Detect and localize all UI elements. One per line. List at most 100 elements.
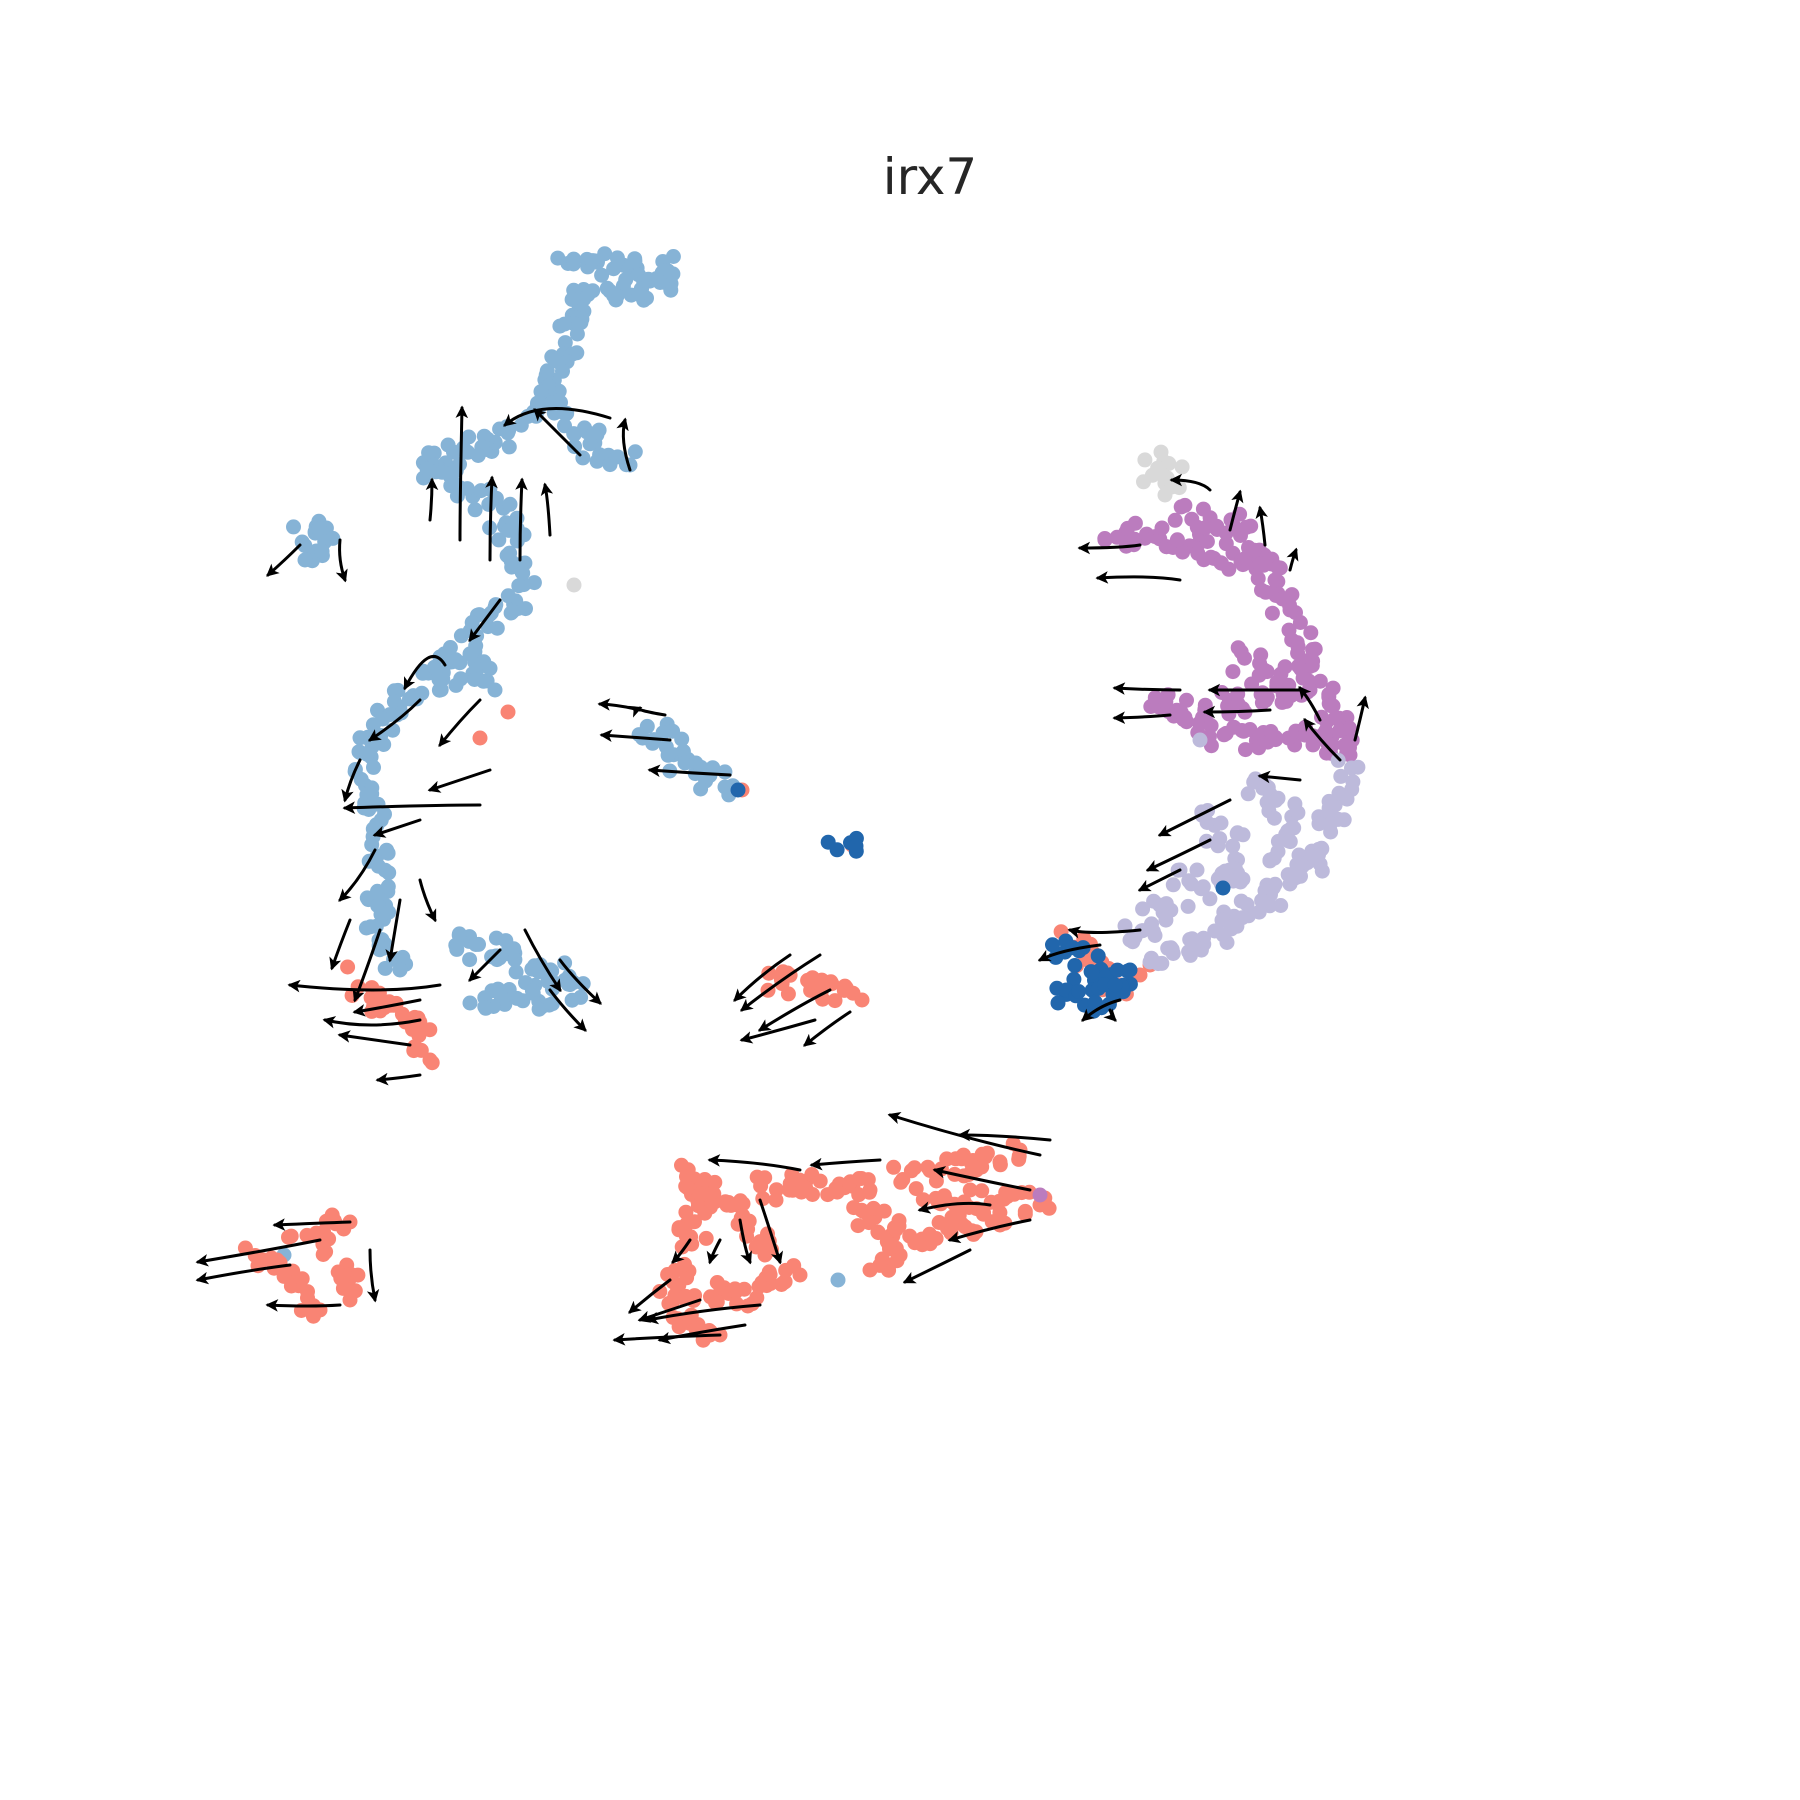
cell-point-567 — [757, 1247, 773, 1263]
cell-point-1182 — [1135, 901, 1151, 917]
velocity-arrow-59 — [195, 1238, 322, 1267]
cell-point-586 — [749, 1290, 765, 1306]
cell-point-1020 — [1337, 737, 1353, 753]
cell-point-596 — [774, 1277, 789, 1292]
cell-point-1255 — [566, 577, 582, 593]
cell-point-930 — [1327, 710, 1343, 726]
velocity-arrow-24 — [352, 998, 422, 1017]
cell-point-290 — [567, 439, 583, 455]
cell-point-750 — [269, 1252, 285, 1268]
cell-point-1249 — [1174, 459, 1190, 475]
cell-point-299 — [589, 453, 605, 469]
cell-point-1167 — [1189, 862, 1205, 878]
cell-point-1041 — [1345, 774, 1361, 790]
cell-point-711 — [1017, 1206, 1033, 1222]
velocity-arrow-82 — [1081, 998, 1122, 1022]
cell-point-694 — [937, 1191, 953, 1207]
cell-point-585 — [736, 1281, 752, 1297]
cell-point-811 — [472, 730, 488, 746]
cell-point-782 — [318, 1244, 334, 1260]
cell-point-867 — [1282, 602, 1298, 618]
cell-point-1254 — [1157, 487, 1173, 503]
velocity-arrow-0 — [503, 407, 612, 427]
cell-point-1003 — [1263, 724, 1279, 739]
cell-point-92 — [501, 439, 517, 455]
velocity-arrow-21 — [418, 878, 437, 923]
velocity-arrow-29 — [523, 928, 562, 993]
cell-point-58 — [564, 292, 580, 307]
velocity-arrow-19 — [385, 898, 402, 963]
cell-point-166 — [505, 604, 521, 619]
velocity-arrow-9 — [335, 538, 348, 583]
cell-point-1190 — [1192, 732, 1208, 748]
cell-point-994 — [1238, 742, 1253, 758]
velocity-arrow-18 — [338, 848, 377, 902]
cell-point-718 — [888, 1222, 904, 1238]
velocity-arrow-10 — [468, 598, 502, 643]
velocity-arrow-66 — [1286, 547, 1299, 572]
cell-point-296 — [582, 436, 598, 452]
cell-point-388 — [524, 983, 540, 999]
cell-point-1038 — [1350, 759, 1366, 775]
cell-point-944 — [1158, 694, 1174, 710]
cell-point-876 — [1197, 520, 1213, 536]
cell-point-664 — [920, 1159, 936, 1175]
velocity-arrow-49 — [758, 1198, 784, 1265]
cell-point-946 — [1179, 692, 1194, 708]
cell-point-917 — [1312, 673, 1328, 689]
cell-point-660 — [908, 1181, 924, 1197]
velocity-arrow-14 — [341, 758, 362, 803]
velocity-arrow-57 — [657, 1323, 747, 1345]
cell-point-628 — [829, 1184, 845, 1200]
cell-point-788 — [350, 1267, 366, 1283]
cell-point-33 — [663, 282, 679, 298]
velocity-arrow-34 — [599, 729, 672, 743]
cell-point-1101 — [1184, 931, 1200, 947]
cell-point-789 — [335, 1268, 351, 1284]
cell-point-841 — [1190, 545, 1206, 561]
velocity-arrow-64 — [1228, 489, 1244, 532]
cell-point-32 — [657, 263, 673, 279]
cell-point-870 — [1177, 497, 1193, 513]
cell-point-779 — [326, 1213, 342, 1228]
velocity-arrow-74 — [1353, 695, 1369, 742]
cell-point-638 — [876, 1203, 892, 1219]
cell-point-244 — [364, 837, 380, 853]
velocity-arrow-45 — [947, 1218, 1032, 1244]
cell-point-221 — [366, 759, 381, 775]
velocity-arrow-26 — [337, 1030, 412, 1047]
cell-point-1230 — [1107, 977, 1123, 993]
cell-point-504 — [678, 1204, 694, 1220]
velocity-arrow-62 — [265, 1299, 342, 1312]
cell-point-898 — [1270, 560, 1286, 575]
cell-point-34 — [652, 275, 668, 290]
cell-point-972 — [1258, 688, 1274, 704]
cell-point-634 — [850, 1218, 866, 1234]
cell-point-603 — [757, 1170, 773, 1186]
cell-point-545 — [707, 1174, 723, 1190]
velocity-arrow-7 — [425, 477, 439, 522]
cell-point-609 — [782, 1182, 797, 1198]
cell-point-775 — [321, 1231, 337, 1247]
cell-point-1039 — [1333, 768, 1349, 784]
cell-point-864 — [1264, 605, 1280, 621]
velocity-arrow-72 — [1202, 705, 1272, 719]
cell-point-1229 — [1097, 977, 1112, 993]
cell-point-339 — [487, 682, 503, 698]
cell-point-419 — [677, 755, 693, 771]
cell-point-868 — [1167, 512, 1183, 528]
cell-point-345 — [449, 941, 465, 957]
cell-point-361 — [508, 964, 524, 980]
cell-point-1149 — [1225, 838, 1241, 854]
cell-point-1036 — [1330, 752, 1346, 768]
cell-point-1171 — [1165, 877, 1181, 893]
cell-point-188 — [444, 654, 460, 670]
cell-point-402 — [462, 995, 478, 1011]
cell-point-177 — [464, 615, 480, 630]
cell-point-959 — [1214, 685, 1230, 700]
velocity-arrow-33 — [628, 705, 667, 718]
cell-point-1022 — [1225, 664, 1241, 680]
cell-point-1131 — [1282, 834, 1298, 850]
velocity-arrow-61 — [366, 1248, 380, 1303]
velocity-arrow-70 — [1112, 711, 1172, 725]
